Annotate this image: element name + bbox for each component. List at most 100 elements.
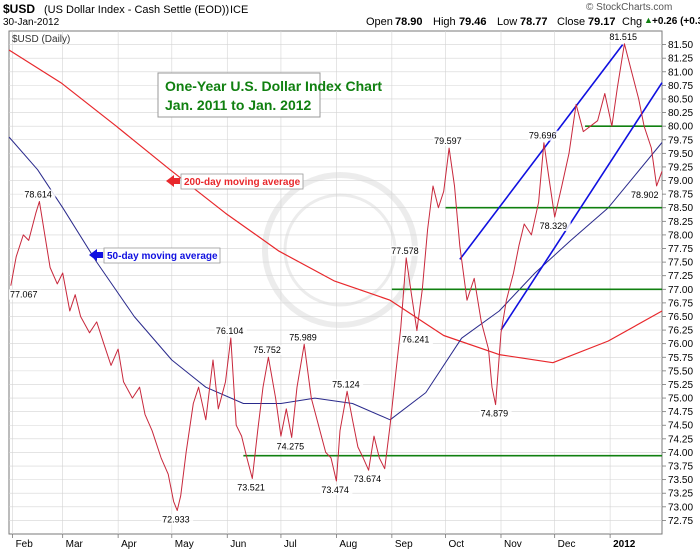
- trend-channel-line: [500, 82, 663, 331]
- x-tick-label: Aug: [339, 539, 357, 550]
- y-tick-label: 81.25: [668, 54, 693, 65]
- data-label-bg: [320, 485, 353, 496]
- x-axis: Feb Mar Apr May Jun Jul Aug Sep Oct Nov Dec 2012: [12, 534, 636, 550]
- x-tick-label: 2012: [613, 539, 636, 550]
- ma50-series-line: [8, 136, 663, 421]
- triangle-up-icon: ▲: [644, 15, 653, 25]
- index-name: (US Dollar Index - Cash Settle (EOD)): [44, 4, 230, 16]
- y-tick-label: 76.00: [668, 339, 693, 350]
- plot-frame: [8, 30, 663, 535]
- data-label: 79.696: [529, 131, 557, 141]
- open-value: 78.90: [395, 16, 423, 28]
- y-tick-label: 80.00: [668, 122, 693, 133]
- y-tick-label: 79.00: [668, 176, 693, 187]
- arrow-left-icon: [166, 175, 180, 187]
- annotation-50day-label: 50-day moving average: [107, 251, 218, 262]
- data-label: 76.104: [216, 326, 244, 336]
- x-tick-label: Nov: [504, 539, 522, 550]
- data-label-bg: [400, 334, 433, 345]
- annotation-200day-label: 200-day moving average: [184, 177, 301, 188]
- y-tick-label: 78.00: [668, 230, 693, 241]
- annotation-50day: 50-day moving average: [89, 247, 221, 264]
- data-label: 77.578: [391, 246, 419, 256]
- y-tick-label: 76.50: [668, 312, 693, 323]
- data-label-bg: [23, 189, 56, 200]
- y-tick-label: 74.50: [668, 421, 693, 432]
- annotation-200day: 200-day moving average: [166, 173, 304, 190]
- data-labels: 77.067 78.614 72.933 76.104 73.521 75.752 74.2…: [9, 31, 662, 525]
- y-tick-label: 80.75: [668, 81, 693, 92]
- y-tick-label: 72.75: [668, 516, 693, 527]
- y-tick-label: 77.00: [668, 285, 693, 296]
- trend-channel-line: [459, 44, 624, 260]
- x-tick-label: Jul: [284, 539, 297, 550]
- x-tick-label: Dec: [558, 539, 576, 550]
- stockcharts-watermark: © StockCharts.com: [586, 2, 673, 13]
- data-label-bg: [538, 221, 571, 232]
- data-label: 81.515: [609, 32, 637, 42]
- x-tick-label: Feb: [16, 539, 34, 550]
- y-tick-label: 79.50: [668, 149, 693, 160]
- data-label-bg: [479, 408, 512, 419]
- chart-date: 30-Jan-2012: [3, 17, 60, 28]
- data-label: 75.989: [289, 332, 317, 342]
- x-tick-label: Jun: [230, 539, 246, 550]
- y-tick-label: 77.25: [668, 271, 693, 282]
- high-value: 79.46: [459, 16, 487, 28]
- y-tick-label: 78.25: [668, 217, 693, 228]
- y-axis: 72.75 73.00 73.25 73.50 73.75 74.00 74.25 74.50…: [662, 40, 693, 527]
- data-label: 77.067: [10, 290, 38, 300]
- chart-title: One-Year U.S. Dollar Index Chart: [165, 78, 382, 94]
- close-label: Close: [557, 16, 586, 28]
- y-tick-label: 73.75: [668, 462, 693, 473]
- arrow-left-icon: [89, 249, 103, 261]
- y-tick-label: 79.75: [668, 135, 693, 146]
- y-tick-label: 73.50: [668, 475, 693, 486]
- data-label-bg: [527, 130, 560, 141]
- data-label: 73.521: [237, 482, 265, 492]
- y-tick-label: 74.75: [668, 407, 693, 418]
- x-tick-label: Mar: [66, 539, 84, 550]
- data-label: 74.879: [481, 409, 509, 419]
- symbol: $USD: [3, 2, 36, 16]
- data-label: 78.329: [540, 221, 568, 231]
- chg-value: +0.26 (+0.34%): [652, 16, 700, 27]
- data-label-bg: [275, 441, 308, 452]
- data-label: 73.674: [354, 474, 382, 484]
- y-tick-label: 74.00: [668, 448, 693, 459]
- y-tick-label: 76.75: [668, 298, 693, 309]
- data-label: 78.614: [24, 190, 52, 200]
- ma200-series-line: [8, 49, 663, 364]
- low-label: Low: [497, 16, 518, 28]
- ma50-layer: [8, 136, 663, 421]
- exchange: ICE: [230, 4, 249, 16]
- data-label-bg: [390, 245, 423, 256]
- x-tick-label: May: [175, 539, 194, 550]
- y-tick-label: 75.75: [668, 353, 693, 364]
- data-label-bg: [608, 31, 641, 42]
- high-label: High: [433, 16, 456, 28]
- y-tick-label: 75.25: [668, 380, 693, 391]
- data-label-bg: [630, 189, 662, 200]
- y-tick-label: 81.00: [668, 67, 693, 78]
- data-label: 79.597: [434, 136, 462, 146]
- price-layer: [10, 43, 663, 511]
- chart-header: $USD (US Dollar Index - Cash Settle (EOD…: [0, 0, 700, 30]
- y-tick-label: 81.50: [668, 40, 693, 51]
- data-label-bg: [252, 345, 285, 356]
- y-tick-label: 79.25: [668, 162, 693, 173]
- x-tick-label: Oct: [449, 539, 465, 550]
- y-tick-label: 75.00: [668, 394, 693, 405]
- series-legend: $USD (Daily): [12, 34, 70, 45]
- close-value: 79.17: [588, 16, 616, 28]
- y-tick-label: 74.25: [668, 434, 693, 445]
- data-label-bg: [214, 326, 247, 337]
- data-label: 72.933: [162, 514, 190, 524]
- data-label-bg: [433, 136, 466, 147]
- data-label: 75.124: [332, 379, 360, 389]
- data-label-bg: [161, 514, 194, 525]
- y-tick-label: 73.25: [668, 489, 693, 500]
- data-label: 78.902: [631, 190, 659, 200]
- chg-label: Chg: [622, 16, 643, 28]
